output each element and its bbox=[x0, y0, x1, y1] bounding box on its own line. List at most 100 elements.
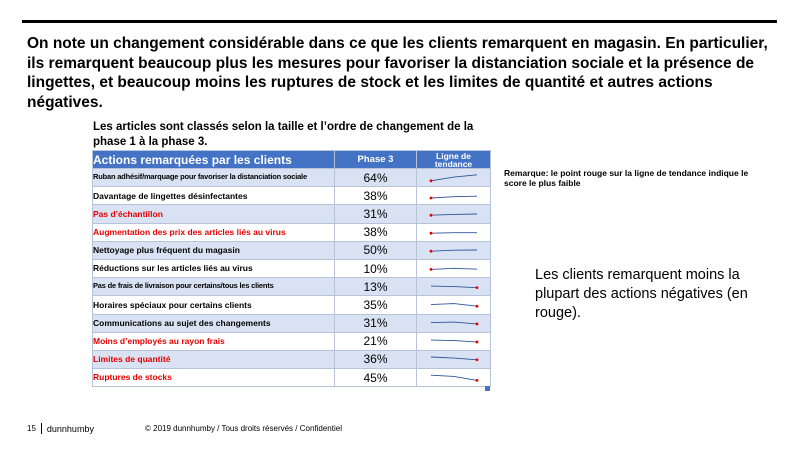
table-row: Communications au sujet des changements 3… bbox=[92, 313, 491, 333]
sparkline bbox=[429, 267, 477, 271]
action-label: Davantage de lingettes désinfectantes bbox=[92, 186, 335, 206]
header-actions: Actions remarquées par les clients bbox=[92, 150, 335, 169]
table-row: Augmentation des prix des articles liés … bbox=[92, 222, 491, 242]
lowest-score-marker bbox=[429, 267, 432, 271]
trend-cell bbox=[416, 277, 491, 297]
sparkline-line bbox=[430, 321, 477, 325]
phase3-value: 45% bbox=[334, 368, 417, 388]
table-row: Ruban adhésif/marquage pour favoriser la… bbox=[92, 167, 491, 188]
trend-cell bbox=[416, 222, 491, 242]
sparkline bbox=[430, 303, 478, 308]
lowest-score-marker bbox=[475, 340, 478, 344]
footer-divider bbox=[40, 423, 42, 434]
action-label: Ruban adhésif/marquage pour favoriser la… bbox=[92, 167, 335, 188]
lowest-score-marker bbox=[429, 213, 432, 217]
phase3-value: 38% bbox=[334, 186, 417, 206]
header-trend: Ligne de tendance bbox=[416, 150, 491, 169]
trendline-remark: Remarque: le point rouge sur la ligne de… bbox=[504, 168, 749, 188]
action-label: Nettoyage plus fréquent du magasin bbox=[92, 240, 335, 260]
sparkline-line bbox=[430, 249, 477, 252]
trend-cell bbox=[416, 167, 491, 188]
trend-cell bbox=[416, 331, 491, 351]
table-row: Ruptures de stocks 45% bbox=[92, 368, 491, 388]
action-label: Limites de quantité bbox=[92, 349, 335, 370]
copyright-text: © 2019 dunnhumby / Tous droits réservés … bbox=[145, 424, 342, 433]
phase3-value: 36% bbox=[334, 349, 417, 370]
table-body: Ruban adhésif/marquage pour favoriser la… bbox=[92, 167, 491, 388]
action-label: Horaires spéciaux pour certains clients bbox=[92, 295, 335, 315]
sparkline-line bbox=[430, 339, 477, 343]
action-label: Moins d’employés au rayon frais bbox=[92, 331, 335, 351]
table-row: Pas d’échantillon 31% bbox=[92, 204, 491, 224]
table-row: Nettoyage plus fréquent du magasin 50% bbox=[92, 240, 491, 260]
lowest-score-marker bbox=[429, 178, 432, 182]
sparkline-line bbox=[430, 213, 477, 216]
lowest-score-marker bbox=[429, 250, 432, 253]
slide-headline: On note un changement considérable dans … bbox=[27, 35, 768, 111]
phase3-value: 21% bbox=[334, 331, 417, 351]
table-row: Limites de quantité 36% bbox=[92, 349, 491, 370]
sparkline-line bbox=[430, 232, 477, 234]
header-phase: Phase 3 bbox=[334, 150, 417, 169]
phase3-value: 35% bbox=[334, 295, 417, 315]
action-label: Réductions sur les articles liés au viru… bbox=[92, 258, 335, 279]
phase3-value: 31% bbox=[334, 204, 417, 224]
action-label: Communications au sujet des changements bbox=[92, 313, 335, 333]
lowest-score-marker bbox=[475, 285, 478, 289]
action-label: Pas de frais de livraison pour certains/… bbox=[92, 277, 335, 297]
table-row: Davantage de lingettes désinfectantes 38% bbox=[92, 186, 491, 206]
sparkline bbox=[429, 195, 477, 200]
table-header-row: Actions remarquées par les clients Phase… bbox=[92, 150, 491, 169]
sparkline-line bbox=[430, 285, 477, 288]
lowest-score-marker bbox=[429, 196, 432, 200]
sparkline bbox=[430, 357, 478, 362]
trend-cell bbox=[416, 295, 491, 315]
table-row: Réductions sur les articles liés au viru… bbox=[92, 258, 491, 279]
sparkline-line bbox=[430, 195, 477, 199]
sparkline bbox=[429, 173, 477, 182]
phase3-value: 50% bbox=[334, 240, 417, 260]
trend-cell bbox=[416, 368, 491, 388]
phase3-value: 64% bbox=[334, 167, 417, 188]
actions-table: Actions remarquées par les clients Phase… bbox=[92, 150, 491, 388]
lowest-score-marker bbox=[475, 358, 478, 362]
trend-cell bbox=[416, 204, 491, 224]
page-number: 15 bbox=[27, 424, 36, 433]
action-label: Ruptures de stocks bbox=[92, 368, 335, 388]
sparkline bbox=[430, 374, 478, 382]
table-row: Moins d’employés au rayon frais 21% bbox=[92, 331, 491, 351]
action-label: Pas d’échantillon bbox=[92, 204, 335, 224]
lowest-score-marker bbox=[429, 231, 432, 235]
sparkline bbox=[430, 339, 478, 344]
sparkline bbox=[430, 285, 478, 289]
action-label: Augmentation des prix des articles liés … bbox=[92, 222, 335, 242]
trend-cell bbox=[416, 240, 491, 260]
phase3-value: 38% bbox=[334, 222, 417, 242]
phase3-value: 13% bbox=[334, 277, 417, 297]
sparkline-line bbox=[430, 303, 477, 307]
table-corner-marker bbox=[485, 386, 490, 391]
trend-cell bbox=[416, 186, 491, 206]
footer: 15 dunnhumby bbox=[27, 423, 94, 434]
table-caption: Les articles sont classés selon la taill… bbox=[93, 121, 474, 148]
table-row: Horaires spéciaux pour certains clients 3… bbox=[92, 295, 491, 315]
sparkline-line bbox=[430, 374, 477, 381]
lowest-score-marker bbox=[475, 378, 478, 382]
sparkline bbox=[429, 249, 477, 253]
sparkline bbox=[429, 231, 477, 235]
lowest-score-marker bbox=[475, 322, 478, 326]
top-rule bbox=[22, 20, 777, 23]
sparkline bbox=[429, 213, 477, 217]
side-note: Les clients remarquent moins la plupart … bbox=[535, 267, 748, 321]
phase3-value: 10% bbox=[334, 258, 417, 279]
sparkline bbox=[430, 321, 478, 326]
trend-cell bbox=[416, 258, 491, 279]
trend-cell bbox=[416, 349, 491, 370]
trend-cell bbox=[416, 313, 491, 333]
sparkline-line bbox=[430, 357, 477, 361]
brand-logo-text: dunnhumby bbox=[46, 423, 94, 434]
sparkline-line bbox=[430, 173, 477, 181]
table-row: Pas de frais de livraison pour certains/… bbox=[92, 277, 491, 297]
sparkline-line bbox=[430, 267, 477, 270]
lowest-score-marker bbox=[475, 304, 478, 308]
